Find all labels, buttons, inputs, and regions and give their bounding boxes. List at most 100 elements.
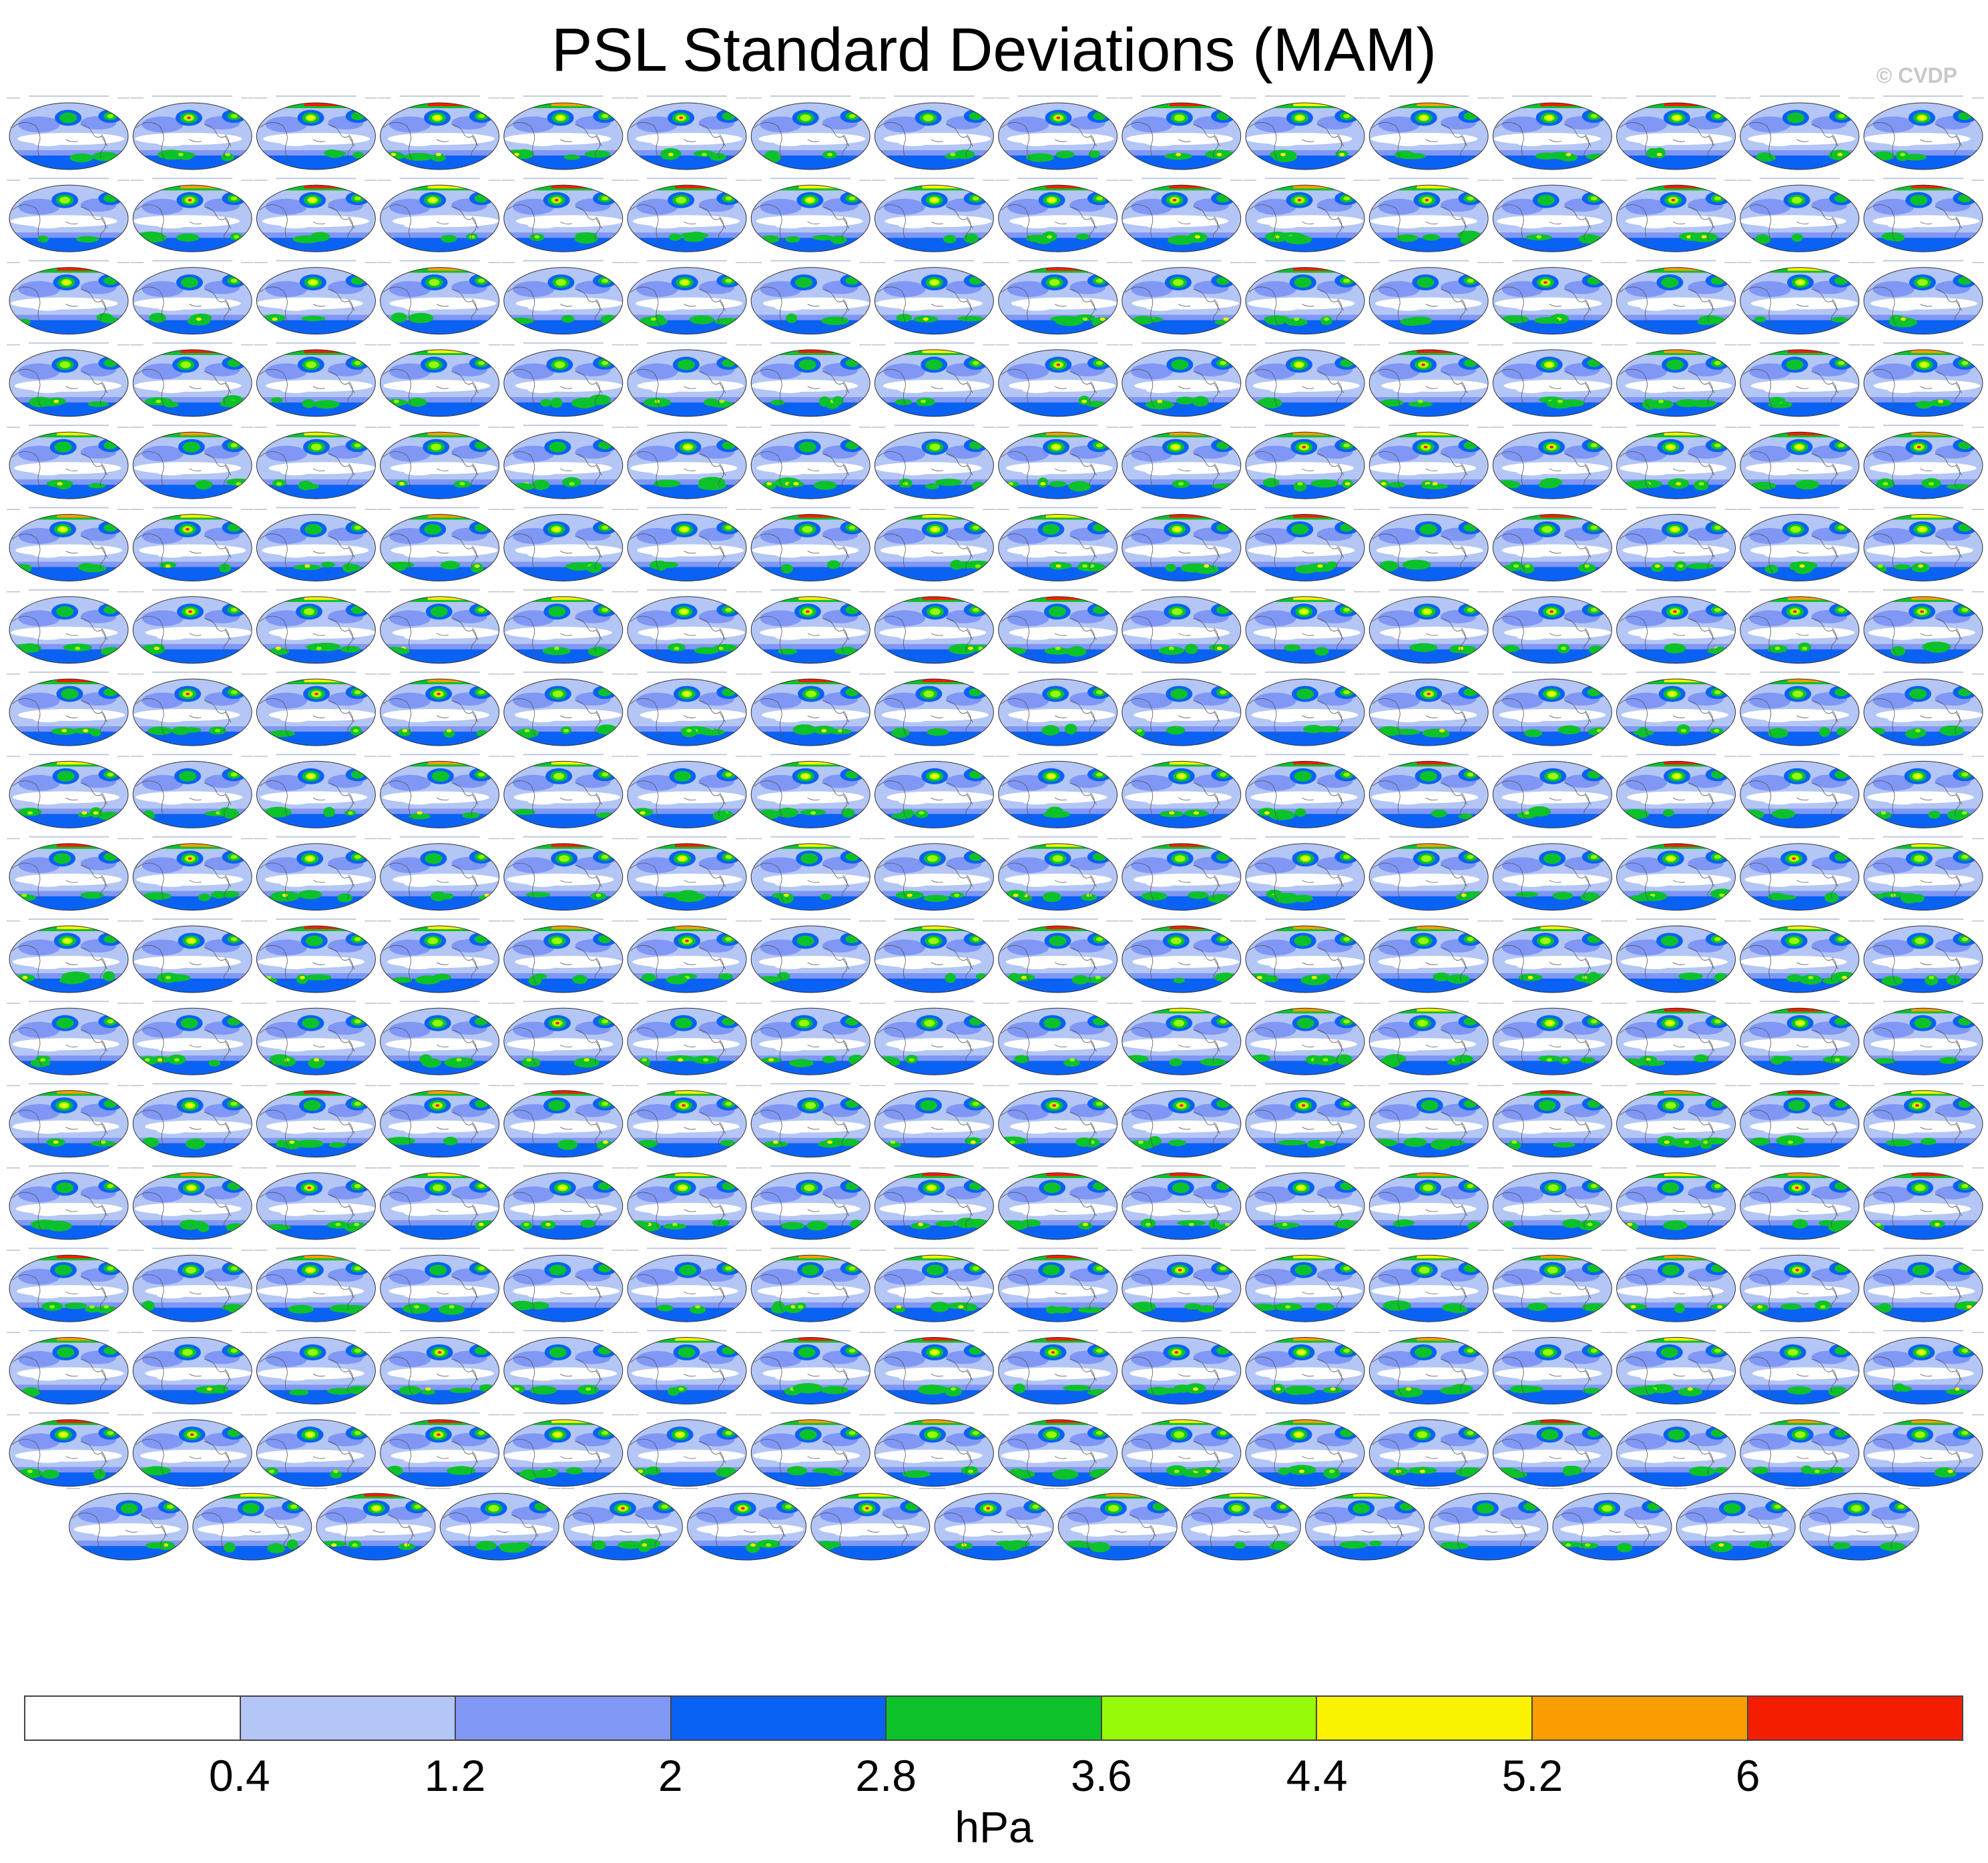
map-panel [1613, 672, 1737, 746]
map-panel [1243, 1248, 1366, 1322]
map-panel [254, 836, 377, 911]
map-panel [1119, 260, 1242, 335]
map-panel [1366, 918, 1490, 993]
map-panel [872, 95, 995, 170]
map-panel [7, 1001, 130, 1075]
map-panel [1243, 1330, 1366, 1404]
map-panel [501, 1248, 624, 1322]
map-panel [7, 425, 130, 499]
map-panel [66, 1486, 190, 1561]
map-panel [748, 754, 872, 828]
map-panel [377, 178, 501, 252]
map-panel [377, 1330, 501, 1404]
map-panel [1861, 95, 1984, 170]
map-panel [748, 836, 872, 911]
map-panel [254, 1083, 377, 1158]
map-panel [7, 1165, 130, 1240]
map-panel [1613, 754, 1737, 828]
map-panel [872, 1165, 995, 1240]
map-panel [625, 1083, 748, 1158]
colorbar-tick-label: 0.4 [208, 1751, 270, 1800]
map-panel [1366, 589, 1490, 664]
map-panel [748, 425, 872, 499]
colorbar-tick-label: 4.4 [1286, 1751, 1348, 1800]
map-panel [377, 754, 501, 828]
map-panel [872, 918, 995, 993]
map-panel [625, 1412, 748, 1487]
map-panel [748, 1165, 872, 1240]
map-panel [1861, 260, 1984, 335]
map-panel [995, 1412, 1119, 1487]
map-panel [377, 836, 501, 911]
map-panel [1243, 836, 1366, 911]
map-panel [625, 918, 748, 993]
map-panel [1490, 1412, 1613, 1487]
map-panel [1861, 836, 1984, 911]
copyright-label: © CVDP [1876, 63, 1957, 87]
map-panel [1613, 1001, 1737, 1075]
map-panel [872, 260, 995, 335]
map-panel [501, 425, 624, 499]
colorbar-box [1746, 1697, 1963, 1740]
map-panel [130, 95, 254, 170]
map-panel [1366, 1330, 1490, 1404]
map-panel [377, 918, 501, 993]
colorbar-tick-label: 5.2 [1501, 1751, 1563, 1800]
colorbar-tick-label: 6 [1735, 1751, 1760, 1800]
map-panel [1490, 918, 1613, 993]
map-panel [1243, 507, 1366, 581]
map-panel [1366, 1165, 1490, 1240]
map-panel [1737, 95, 1860, 170]
colorbar-box [1316, 1697, 1531, 1740]
map-panel [501, 507, 624, 581]
map-panel [7, 1330, 130, 1404]
map-panel [1243, 754, 1366, 828]
map-panel [1490, 178, 1613, 252]
map-panel [1861, 589, 1984, 664]
map-panel [748, 342, 872, 417]
map-panel [1243, 95, 1366, 170]
map-panel [254, 754, 377, 828]
map-panel [1243, 425, 1366, 499]
map-panel [995, 836, 1119, 911]
map-panel [748, 507, 872, 581]
map-panel [1490, 1248, 1613, 1322]
map-panel [1737, 178, 1860, 252]
map-panel [254, 425, 377, 499]
map-panel [254, 589, 377, 664]
map-panel [625, 178, 748, 252]
map-panel [1613, 1248, 1737, 1322]
map-panel [1119, 95, 1242, 170]
map-panel [1737, 589, 1860, 664]
map-panel [1737, 1330, 1860, 1404]
map-panel [1613, 836, 1737, 911]
map-panel [1426, 1486, 1549, 1561]
map-panels-svg [7, 95, 1984, 1561]
map-panel [748, 672, 872, 746]
map-panel [1490, 507, 1613, 581]
map-panel [1366, 507, 1490, 581]
map-panel [1119, 918, 1242, 993]
map-panel [872, 1083, 995, 1158]
map-panel [501, 754, 624, 828]
map-panel [1613, 95, 1737, 170]
map-panel [7, 672, 130, 746]
map-panel [190, 1486, 313, 1561]
map-panel [130, 1412, 254, 1487]
map-panel [1490, 1083, 1613, 1158]
map-panel [995, 1165, 1119, 1240]
map-panel [872, 1001, 995, 1075]
map-panel [501, 342, 624, 417]
map-panel [1861, 754, 1984, 828]
map-panel [7, 754, 130, 828]
map-panel [625, 1001, 748, 1075]
map-panel [995, 425, 1119, 499]
map-panel [377, 260, 501, 335]
map-panel [1861, 507, 1984, 581]
map-panel [7, 178, 130, 252]
map-panel [748, 178, 872, 252]
map-panel [1490, 672, 1613, 746]
map-panel [872, 589, 995, 664]
map-panel [7, 1248, 130, 1322]
map-panel [501, 95, 624, 170]
